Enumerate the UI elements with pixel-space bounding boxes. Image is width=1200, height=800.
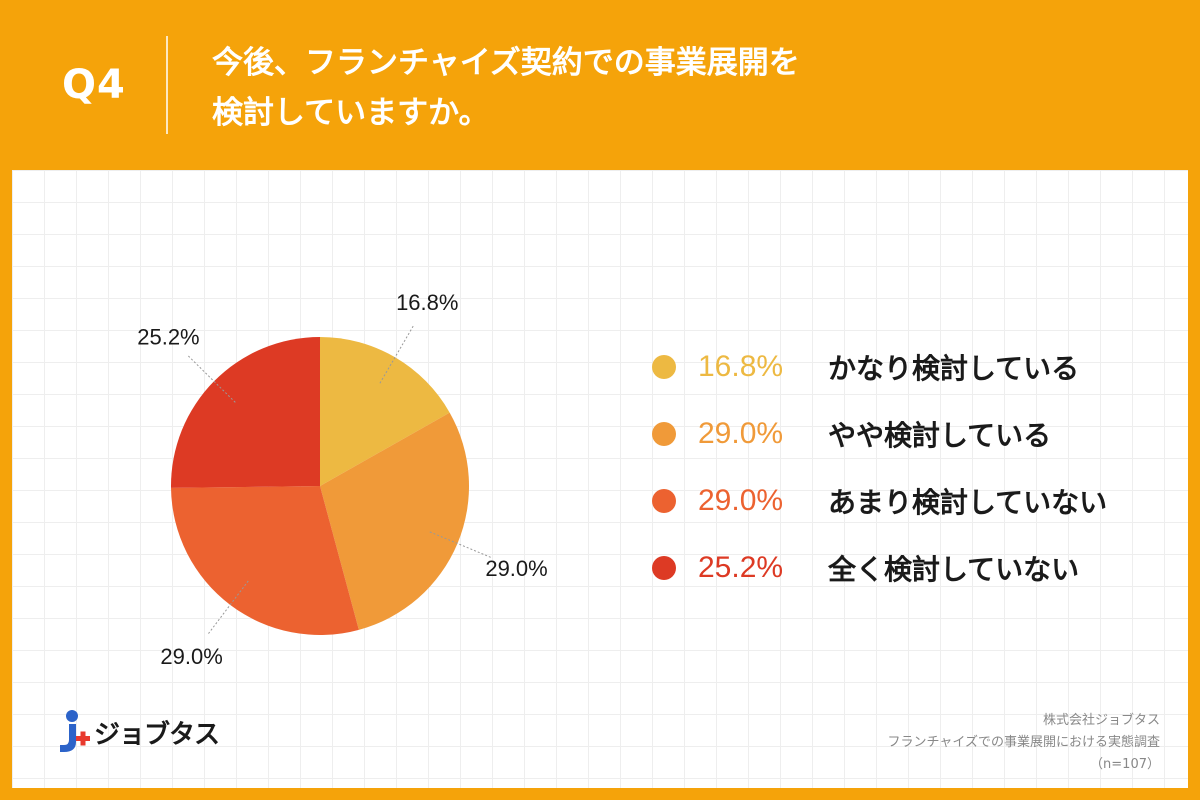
legend-percent: 25.2% [698,551,784,584]
legend-label: やや検討している [828,419,1052,452]
company-logo: ジョブタス [52,708,220,756]
legend-item: 29.0% あまり検討していない [652,484,1172,519]
label-leader-line [206,580,249,636]
legend-percent: 29.0% [698,417,784,450]
legend-swatch [652,355,676,379]
slice-data-label: 29.0% [160,644,222,669]
legend-percent: 29.0% [698,484,784,517]
legend-label: かなり検討している [828,352,1080,385]
question-number: Q4 [62,62,126,108]
pie-slice [171,337,320,488]
slice-data-label: 29.0% [485,556,547,581]
legend-item: 29.0% やや検討している [652,417,1172,452]
header-divider [166,36,168,134]
chart-panel: 16.8% 29.0% 29.0% 25.2% 16.8% かなり検討している 29.… [12,170,1188,788]
legend-item: 16.8% かなり検討している [652,350,1172,385]
pie-slice [320,412,469,630]
question-title: 今後、フランチャイズ契約での事業展開を 検討していますか。 [212,38,1112,138]
source-note: 株式会社ジョブタス フランチャイズでの事業展開における実態調査 （n=107） [888,710,1160,776]
pie-slice [171,486,359,635]
legend-item: 25.2% 全く検討していない [652,551,1172,586]
slice-data-label: 25.2% [137,324,199,349]
legend-swatch [652,422,676,446]
header: Q4 今後、フランチャイズ契約での事業展開を 検討していますか。 [0,0,1200,170]
legend-swatch [652,489,676,513]
label-leader-line [379,324,415,384]
logo-mark-icon [52,708,92,756]
legend: 16.8% かなり検討している 29.0% やや検討している 29.0% あまり… [652,350,1172,618]
legend-percent: 16.8% [698,350,784,383]
question-title-line1: 今後、フランチャイズ契約での事業展開を [212,45,800,81]
footer-survey: フランチャイズでの事業展開における実態調査 [887,735,1160,750]
legend-label: 全く検討していない [828,553,1080,586]
label-leader-line [186,354,236,403]
legend-swatch [652,556,676,580]
pie-slice [320,337,450,486]
legend-label: あまり検討していない [828,486,1108,519]
footer-sample: （n=107） [1090,757,1160,772]
footer-company: 株式会社ジョブタス [1042,713,1160,728]
slice-data-label: 16.8% [396,290,458,315]
logo-text: ジョブタス [94,719,220,750]
question-title-line2: 検討していますか。 [212,95,490,131]
pie-chart: 16.8% 29.0% 29.0% 25.2% [137,290,547,669]
